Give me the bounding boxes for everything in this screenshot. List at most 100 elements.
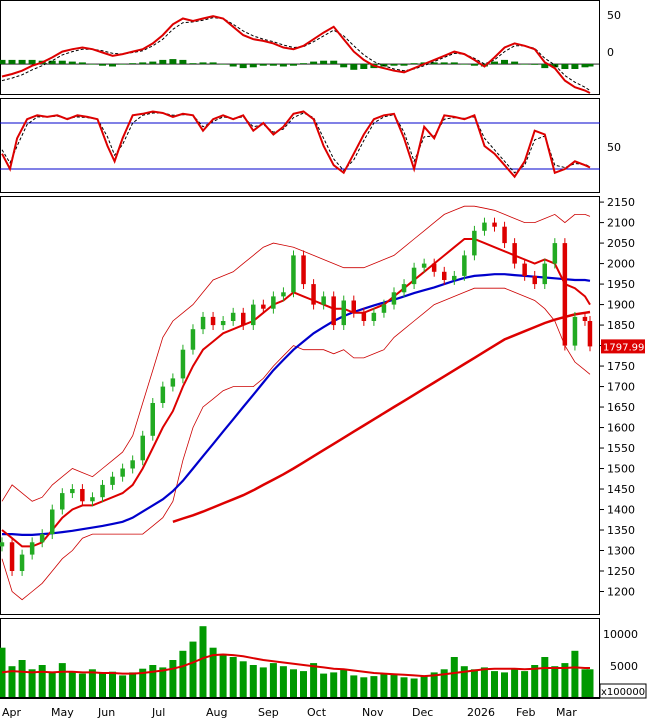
macd-signal-line (1, 17, 591, 91)
volume-bar (229, 657, 237, 697)
volume-bar (460, 666, 468, 697)
price-candle (130, 455, 135, 474)
bollinger-lower-band (1, 287, 591, 601)
volume-y-axis: 10000 5000 x100000 (599, 628, 647, 699)
volume-bar (38, 665, 46, 697)
macd-histogram-bar (400, 64, 408, 66)
macd-histogram-bar (28, 59, 36, 64)
macd-histogram-bar (149, 61, 157, 65)
candle-body (401, 284, 407, 293)
volume-bar (380, 673, 388, 697)
candle-body (251, 304, 256, 326)
volume-unit-box (599, 683, 647, 699)
volume-bar (400, 677, 408, 697)
candle-body (140, 435, 145, 461)
price-y-tick: 1250 (607, 565, 635, 578)
price-candle (70, 484, 75, 499)
stochastic-y-axis: 50 (607, 141, 621, 154)
price-y-tick: 1700 (607, 381, 635, 394)
candle-body (331, 296, 336, 326)
price-y-tick: 2000 (607, 258, 635, 271)
macd-histogram-bar (430, 62, 438, 65)
candle-body (562, 243, 568, 346)
macd-histogram-bar (390, 64, 398, 66)
candle-body (391, 292, 397, 305)
price-candle (230, 307, 236, 326)
candle-body (452, 275, 457, 280)
candle-body (411, 267, 417, 285)
candle-body (220, 321, 226, 326)
macd-histogram-bar (350, 64, 358, 70)
x-axis-labels: Apr May Jun Jul Aug Sep Oct Nov Dec 2026… (2, 706, 577, 719)
price-panel-frame (0, 196, 600, 615)
candle-body (462, 255, 467, 276)
volume-bar (521, 671, 529, 697)
volume-bar (501, 672, 508, 697)
price-candle (532, 270, 537, 289)
stochastic-y-tick: 50 (607, 141, 621, 154)
x-tick-label: Oct (307, 706, 327, 719)
price-candle (29, 537, 35, 560)
volume-bar (480, 667, 488, 697)
candle-body (291, 255, 296, 293)
volume-bar (440, 669, 448, 697)
volume-bar (88, 669, 96, 697)
stochastic-k-line (1, 110, 591, 179)
volume-bar (48, 672, 56, 697)
candle-body (60, 493, 65, 510)
volume-bar (571, 650, 579, 697)
price-candle (19, 549, 25, 576)
macd-histogram-bar (239, 64, 247, 69)
volume-bar (129, 672, 137, 697)
macd-histogram-bar (68, 61, 76, 65)
price-y-tick: 1900 (607, 299, 635, 312)
price-candle (291, 250, 296, 298)
volume-bar (279, 666, 287, 697)
stochastic-d-line (1, 112, 591, 174)
price-candle (100, 480, 105, 503)
candle-body (371, 312, 377, 321)
candle-body (120, 468, 125, 477)
candle-body (261, 304, 266, 309)
candle-body (482, 222, 487, 231)
ma200-line (172, 310, 591, 523)
candle-body (241, 312, 246, 326)
price-candle (170, 373, 176, 392)
candle-body (472, 230, 477, 256)
price-candle (381, 299, 387, 318)
candle-body (200, 316, 206, 330)
volume-bar (99, 673, 106, 697)
volume-bar (360, 677, 368, 697)
bollinger-mid-line (1, 238, 591, 548)
macd-histogram-bar (159, 59, 167, 64)
macd-histogram-bar (48, 60, 56, 64)
bollinger-upper-band (1, 205, 591, 502)
price-candle (220, 316, 226, 330)
macd-histogram-bar (571, 64, 579, 69)
candle-body (542, 263, 547, 285)
price-candle (60, 488, 65, 515)
macd-histogram-bar (511, 61, 519, 65)
volume-bar (159, 667, 167, 697)
x-tick-label: Mar (556, 706, 577, 719)
volume-bar (209, 647, 217, 697)
candle-body (190, 329, 196, 350)
price-y-tick: 1350 (607, 524, 635, 537)
candle-body (50, 509, 55, 535)
price-y-tick: 1650 (607, 401, 635, 414)
macd-histogram-bar (18, 59, 26, 64)
x-tick-label: Jun (97, 706, 115, 719)
x-tick-label: Jul (151, 706, 165, 719)
price-candle (587, 316, 593, 352)
macd-plot (0, 15, 600, 94)
volume-bar (541, 657, 549, 697)
macd-histogram-bar (78, 62, 86, 65)
macd-histogram-bar (300, 63, 307, 64)
x-tick-label: Dec (412, 706, 433, 719)
ma100-line (2, 273, 591, 536)
candle-body (110, 476, 115, 485)
candle-body (321, 296, 326, 305)
candle-body (90, 497, 95, 502)
price-candle (542, 258, 547, 289)
macd-histogram-bar (169, 59, 177, 65)
